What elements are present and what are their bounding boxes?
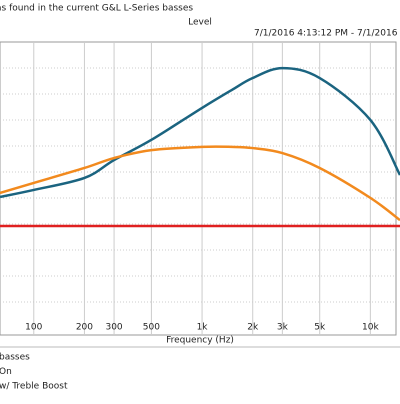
legend-entry: basses [0, 353, 30, 363]
x-tick-label: 3k [277, 323, 289, 333]
x-tick-label: 10k [362, 323, 379, 333]
time-range: 7/1/2016 4:13:12 PM - 7/1/2016 4:15:4 [254, 29, 400, 39]
legend-entry: w/ Treble Boost [0, 382, 68, 392]
x-tick-label: 300 [105, 323, 122, 333]
series-line [0, 66, 400, 199]
x-tick-label: 2k [247, 323, 259, 333]
chart-title: as found in the current G&L L-Series bas… [0, 4, 193, 14]
plot-area [0, 41, 397, 336]
chart-subtitle: Level [188, 18, 212, 28]
series-line [0, 145, 400, 222]
x-tick-label: 100 [25, 323, 42, 333]
x-tick-label: 5k [314, 323, 326, 333]
x-tick-label: 1k [197, 323, 209, 333]
x-tick-label: 500 [143, 323, 160, 333]
legend-entry: On [0, 367, 12, 377]
h-grid [0, 67, 396, 303]
plot-layer: 100 200 300 500 1k 2k 3k 5k 10k [0, 42, 400, 335]
x-axis-label: Frequency (Hz) [166, 336, 234, 346]
x-tick-label: 200 [76, 323, 93, 333]
